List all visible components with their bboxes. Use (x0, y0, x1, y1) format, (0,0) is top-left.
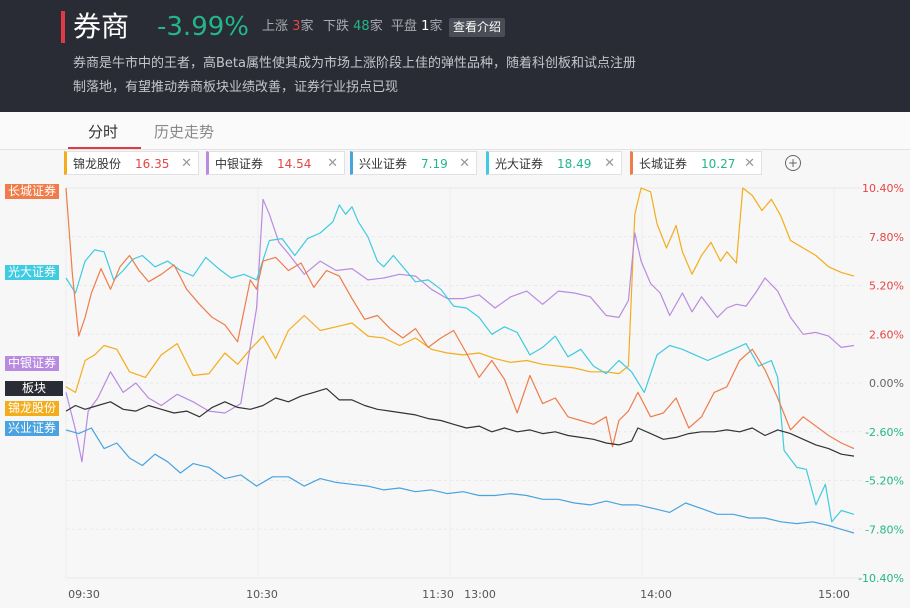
title-accent-bar (61, 11, 65, 43)
y-tick-label: -5.20% (865, 475, 904, 488)
up-label: 上涨 (262, 19, 289, 34)
x-tick-label: 10:30 (246, 588, 278, 601)
tab-bar: 分时 历史走势 (0, 112, 910, 150)
tab-divider (0, 149, 910, 150)
y-tick-label: 0.00% (869, 377, 904, 390)
chip-name: 光大证券 (495, 157, 544, 171)
stock-chip[interactable]: 中银证券 14.54 ✕ (206, 151, 345, 175)
close-icon[interactable]: ✕ (181, 156, 192, 171)
x-axis-ticks: 09:30 10:30 11:30 13:00 14:00 15:00 (68, 588, 850, 601)
x-tick-label: 09:30 (68, 588, 100, 601)
chip-value: 7.19 (421, 157, 448, 171)
stock-chip[interactable]: 长城证券 10.27 ✕ (630, 151, 762, 175)
x-tick-label: 13:00 (464, 588, 496, 601)
sector-description: 券商是牛市中的王者，高Beta属性使其成为市场上涨阶段上佳的弹性品种，随着科创板… (73, 52, 693, 100)
series-line-0 (65, 187, 855, 393)
chart-series (65, 187, 855, 534)
y-tick-label: -7.80% (865, 523, 904, 536)
series-tag-xingye: 兴业证券 (5, 421, 60, 436)
chip-name: 兴业证券 (359, 157, 408, 171)
add-stock-icon[interactable]: + (785, 155, 801, 171)
page-title: 券商 (73, 10, 130, 43)
y-tick-label: 5.20% (869, 280, 904, 293)
close-icon[interactable]: ✕ (327, 156, 338, 171)
header: 券商 -3.99% 上涨 3家 下跌 48家 平盘 1家 查看介绍 券商是牛市中… (0, 0, 910, 112)
tab-intraday[interactable]: 分时 (88, 123, 119, 141)
series-tag-guangda: 光大证券 (5, 265, 60, 280)
stock-chip[interactable]: 锦龙股份 16.35 ✕ (64, 151, 199, 175)
close-icon[interactable]: ✕ (604, 156, 615, 171)
x-tick-label: 14:00 (640, 588, 672, 601)
active-tab-underline (68, 147, 141, 149)
description-line-2: 制落地，有望推动券商板块业绩改善，证券行业拐点已现 (73, 80, 399, 95)
down-count-stat: 下跌 48家 (323, 18, 383, 36)
chip-value: 18.49 (557, 157, 592, 171)
view-intro-button[interactable]: 查看介绍 (449, 18, 506, 37)
chip-value: 10.27 (701, 157, 736, 171)
series-tag-jinlong: 锦龙股份 (5, 401, 60, 416)
down-label: 下跌 (323, 19, 350, 34)
up-count: 3 (292, 19, 301, 34)
sector-change: -3.99% (157, 12, 249, 42)
y-tick-label: -10.40% (858, 572, 904, 585)
stock-chip[interactable]: 兴业证券 7.19 ✕ (350, 151, 477, 175)
tab-history[interactable]: 历史走势 (154, 123, 215, 141)
description-line-1: 券商是牛市中的王者，高Beta属性使其成为市场上涨阶段上佳的弹性品种，随着科创板… (73, 56, 636, 71)
series-line-2 (65, 427, 855, 534)
stock-chip[interactable]: 光大证券 18.49 ✕ (486, 151, 622, 175)
series-tag-sector: 板块 (5, 381, 63, 396)
chip-value: 14.54 (277, 157, 312, 171)
series-line-1 (65, 198, 855, 463)
up-count-stat: 上涨 3家 (262, 18, 313, 36)
series-tag-zhongyin: 中银证券 (5, 356, 60, 371)
flat-count: 1 (421, 19, 430, 34)
y-tick-label: 10.40% (862, 182, 904, 195)
series-tag-changcheng: 长城证券 (5, 184, 60, 199)
stock-chip-bar: 锦龙股份 16.35 ✕ 中银证券 14.54 ✕ 兴业证券 7.19 ✕ 光大… (0, 151, 910, 177)
series-line-4 (65, 187, 855, 450)
x-tick-label: 15:00 (818, 588, 850, 601)
flat-label: 平盘 (391, 19, 418, 34)
y-tick-label: 7.80% (869, 231, 904, 244)
chart-grid (65, 187, 862, 579)
up-unit: 家 (300, 19, 314, 34)
down-unit: 家 (369, 19, 383, 34)
down-count: 48 (353, 19, 370, 34)
series-line-5 (65, 388, 855, 457)
close-icon[interactable]: ✕ (744, 156, 755, 171)
series-line-3 (65, 204, 855, 523)
chip-name: 锦龙股份 (73, 157, 122, 171)
y-tick-label: -2.60% (865, 426, 904, 439)
close-icon[interactable]: ✕ (459, 156, 470, 171)
flat-count-stat: 平盘 1家 (391, 18, 442, 36)
flat-unit: 家 (429, 19, 443, 34)
chip-name: 中银证券 (215, 157, 264, 171)
x-tick-label: 11:30 (422, 588, 454, 601)
chip-name: 长城证券 (639, 157, 688, 171)
y-tick-label: 2.60% (869, 328, 904, 341)
chip-value: 16.35 (135, 157, 170, 171)
y-axis-ticks: 10.40% 7.80% 5.20% 2.60% 0.00% -2.60% -5.20% -7… (858, 182, 904, 585)
